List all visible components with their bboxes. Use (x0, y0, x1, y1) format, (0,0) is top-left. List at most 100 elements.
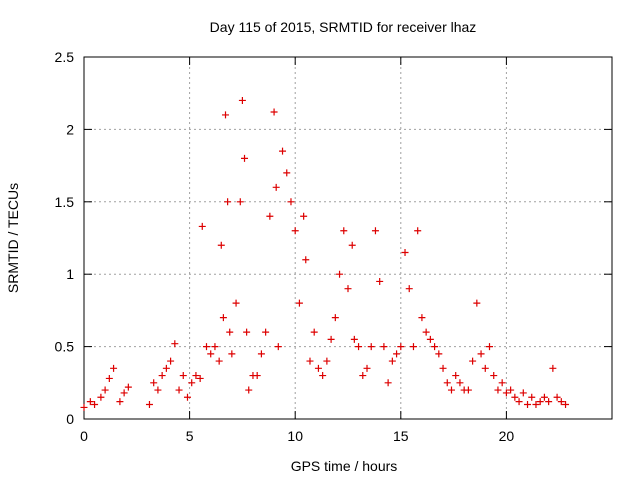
data-point (371, 227, 379, 235)
data-point (494, 386, 502, 394)
data-point (300, 212, 308, 220)
data-point (439, 364, 447, 372)
data-point (162, 364, 170, 372)
data-point (183, 393, 191, 401)
data-point (350, 335, 358, 343)
data-point (236, 198, 244, 206)
data-point (336, 270, 344, 278)
data-point (456, 379, 464, 387)
data-point (150, 379, 158, 387)
data-point (224, 198, 232, 206)
data-point (291, 227, 299, 235)
x-tick-label: 15 (393, 428, 409, 444)
x-tick-label: 10 (287, 428, 303, 444)
data-point (524, 401, 532, 409)
data-point (397, 343, 405, 351)
data-points (80, 96, 570, 411)
data-point (562, 401, 570, 409)
data-point (101, 386, 109, 394)
data-point (388, 357, 396, 365)
data-point (348, 241, 356, 249)
data-point (553, 393, 561, 401)
data-point (207, 350, 215, 358)
data-point (167, 357, 175, 365)
y-tick-label: 0 (66, 411, 74, 427)
data-point (464, 386, 472, 394)
data-point (331, 314, 339, 322)
data-point (431, 343, 439, 351)
x-tick-label: 20 (499, 428, 515, 444)
data-point (171, 340, 179, 348)
data-point (486, 343, 494, 351)
data-point (228, 350, 236, 358)
data-point (120, 389, 128, 397)
data-point (279, 147, 287, 155)
data-point (359, 372, 367, 380)
data-point (319, 372, 327, 380)
x-tick-label: 0 (80, 428, 88, 444)
data-point (97, 393, 105, 401)
data-point (414, 227, 422, 235)
data-point (418, 314, 426, 322)
data-point (443, 379, 451, 387)
data-point (481, 364, 489, 372)
data-point (270, 108, 278, 116)
data-point (327, 335, 335, 343)
data-point (447, 386, 455, 394)
data-point (344, 285, 352, 293)
data-point (232, 299, 240, 307)
data-point (393, 350, 401, 358)
data-point (211, 343, 219, 351)
data-point (266, 212, 274, 220)
data-point (376, 277, 384, 285)
data-point (545, 398, 553, 406)
data-point (222, 111, 230, 119)
y-tick-label: 2 (66, 121, 74, 137)
data-point (306, 357, 314, 365)
data-point (340, 227, 348, 235)
data-point (435, 350, 443, 358)
data-point (355, 343, 363, 351)
data-point (86, 398, 94, 406)
data-point (116, 398, 124, 406)
data-point (262, 328, 270, 336)
data-point (409, 343, 417, 351)
data-point (219, 314, 227, 322)
x-tick-label: 5 (186, 428, 194, 444)
data-point (511, 393, 519, 401)
data-point (188, 379, 196, 387)
data-point (241, 154, 249, 162)
data-point (257, 350, 265, 358)
data-point (502, 389, 510, 397)
data-point (175, 386, 183, 394)
data-point (323, 357, 331, 365)
data-point (217, 241, 225, 249)
data-point (477, 350, 485, 358)
data-point (515, 398, 523, 406)
data-point (287, 198, 295, 206)
data-point (452, 372, 460, 380)
data-point (196, 374, 204, 382)
data-point (192, 372, 200, 380)
data-point (274, 343, 282, 351)
plot-frame (83, 56, 613, 420)
data-point (557, 398, 565, 406)
data-point (469, 357, 477, 365)
data-point (154, 386, 162, 394)
data-point (367, 343, 375, 351)
chart-title: Day 115 of 2015, SRMTID for receiver lha… (210, 19, 477, 35)
data-point (215, 357, 223, 365)
data-point (422, 328, 430, 336)
tick-labels: 0 0.5 1 1.5 2 2.5 0 5 10 15 20 (55, 49, 515, 444)
y-tick-label: 2.5 (55, 49, 75, 65)
data-point (245, 386, 253, 394)
data-point (283, 169, 291, 177)
data-point (498, 379, 506, 387)
axis-ticks (83, 56, 612, 420)
data-point (310, 328, 318, 336)
grid (84, 57, 612, 419)
data-point (124, 383, 132, 391)
x-axis-label: GPS time / hours (291, 458, 398, 474)
data-point (198, 222, 206, 230)
